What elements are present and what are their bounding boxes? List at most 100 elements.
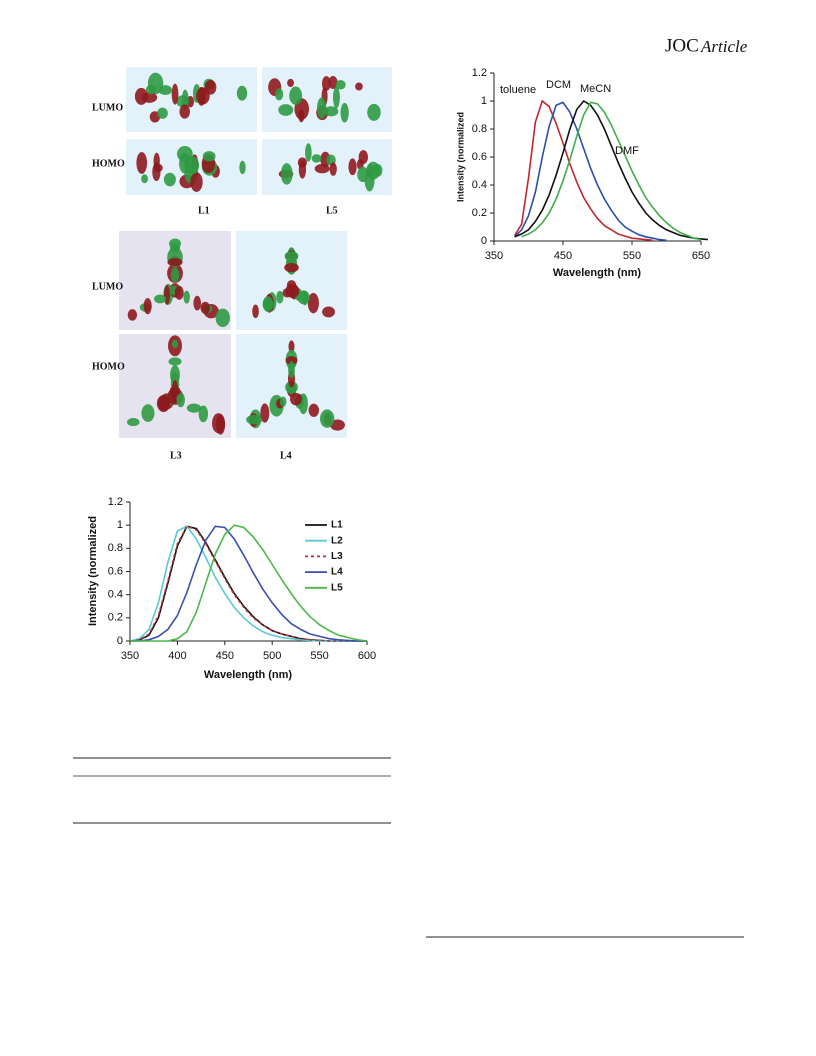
orbital-lobe: [307, 292, 319, 314]
orbital-lobe: [278, 104, 294, 116]
orbital-row-label: HOMO: [92, 158, 125, 169]
orbital-lobe: [145, 84, 157, 95]
x-tick-label: 550: [623, 250, 641, 262]
y-tick-label: 0.2: [472, 207, 487, 219]
y-tick-label: 0.8: [472, 123, 487, 135]
orbital-lobe: [321, 76, 331, 91]
orbital-lobe: [198, 405, 209, 423]
orbital-lobe: [170, 267, 180, 283]
orbital-lobe: [134, 87, 148, 105]
orbital-lobe: [279, 396, 287, 407]
orbital-lobe: [183, 290, 190, 304]
orbital-lobe: [335, 79, 346, 90]
orbital-lobe: [200, 301, 211, 314]
section: Article: [700, 37, 748, 56]
y-axis-label: Intensity (normalized: [87, 516, 99, 626]
series-line: [514, 101, 667, 242]
y-tick-label: 0.6: [472, 151, 487, 163]
orbital-lobe: [260, 403, 270, 423]
orbital-lobe: [127, 309, 138, 321]
orbital-lobe: [169, 238, 181, 249]
orbital-lobe: [285, 283, 300, 298]
x-tick-label: 400: [168, 650, 186, 662]
orbital-column-label: L3: [170, 450, 182, 461]
orbital-lobe: [288, 361, 295, 378]
series-line: [129, 525, 367, 642]
series-line: [521, 101, 702, 241]
orbital-lobe: [319, 409, 335, 428]
x-tick-label: 650: [692, 250, 710, 262]
orbital-lobe: [274, 88, 284, 101]
orbital-column-label: L4: [280, 450, 292, 461]
y-axis-label: Intensity (normalized: [455, 112, 465, 202]
orbital-lobe: [158, 85, 173, 96]
orbital-lobe: [340, 102, 349, 123]
y-tick-label: 1.2: [472, 67, 487, 79]
orbital-lobe: [179, 104, 190, 119]
orbital-lobe: [186, 95, 195, 108]
orbital-lobe: [308, 403, 319, 417]
orbital-lobe: [127, 418, 140, 427]
orbital-lobe: [373, 164, 383, 177]
series-label: DMF: [615, 145, 639, 157]
legend-label: L5: [331, 582, 343, 593]
orbital-lobe: [322, 306, 336, 318]
orbital-lobe: [301, 291, 308, 306]
y-tick-label: 0.4: [472, 179, 487, 191]
orbital-lobe: [136, 152, 148, 174]
legend-label: L3: [331, 551, 343, 562]
orbital-panels: [119, 67, 392, 438]
orbital-lobe: [157, 107, 168, 119]
x-axis-label: Wavelength (nm): [553, 267, 642, 279]
orbital-lobe: [298, 160, 307, 179]
x-axis-label: Wavelength (nm): [204, 669, 293, 681]
x-tick-label: 500: [263, 650, 281, 662]
orbital-lobe: [193, 295, 201, 311]
journal: JOC: [665, 35, 699, 56]
orbital-lobe: [285, 356, 298, 365]
orbital-lobe: [141, 404, 155, 422]
series-label: DCM: [546, 79, 571, 91]
orbital-lobe: [284, 251, 299, 261]
orbital-lobe: [152, 162, 161, 182]
orbital-lobe: [305, 143, 312, 162]
y-tick-label: 0.2: [108, 612, 123, 624]
orbital-lobe: [186, 403, 202, 413]
legend-label: L4: [331, 567, 343, 578]
orbital-lobe: [158, 394, 170, 412]
orbital-lobe: [163, 285, 170, 305]
orbital-lobe: [290, 392, 302, 406]
orbital-lobe: [171, 339, 179, 349]
orbital-lobe: [348, 158, 357, 176]
orbital-lobe: [239, 160, 246, 175]
orbital-lobe: [202, 151, 216, 162]
orbital-lobe: [262, 296, 274, 312]
orbital-lobe: [154, 294, 167, 304]
orbital-lobe: [276, 290, 284, 304]
series-line: [130, 525, 367, 642]
x-tick-label: 450: [216, 650, 234, 662]
y-tick-label: 0.4: [108, 589, 123, 601]
orbital-lobe: [284, 262, 299, 273]
orbital-lobe: [169, 387, 181, 396]
series-label: MeCN: [580, 83, 611, 95]
orbital-lobe: [174, 285, 184, 300]
orbital-lobe: [367, 103, 381, 121]
orbital-lobe: [328, 75, 338, 89]
y-tick-label: 0: [481, 235, 487, 247]
orbital-lobe: [196, 87, 210, 105]
orbital-lobe: [236, 85, 248, 101]
orbital-lobe: [141, 174, 148, 184]
orbital-lobe: [168, 357, 182, 366]
orbital-lobe: [176, 95, 189, 108]
orbital-lobe: [163, 172, 176, 187]
orbital-lobe: [287, 78, 294, 88]
orbital-lobe: [252, 304, 259, 319]
orbital-lobe: [314, 163, 330, 174]
orbital-lobe: [311, 154, 322, 163]
orbital-lobe: [330, 419, 345, 431]
orbital-row-label: LUMO: [92, 102, 123, 113]
x-tick-label: 600: [358, 650, 376, 662]
orbital-column-label: L5: [326, 205, 338, 216]
